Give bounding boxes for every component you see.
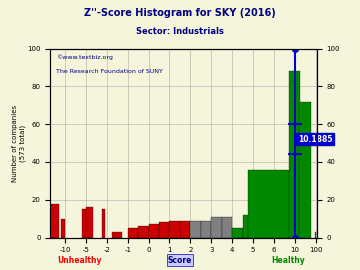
- Bar: [102, 209, 105, 238]
- Bar: [264, 213, 274, 238]
- Bar: [284, 213, 287, 238]
- Bar: [170, 221, 180, 238]
- Bar: [190, 221, 201, 238]
- Text: 10.1885: 10.1885: [298, 135, 332, 144]
- Text: Unhealthy: Unhealthy: [57, 256, 102, 265]
- Text: The Research Foundation of SUNY: The Research Foundation of SUNY: [56, 69, 163, 75]
- Bar: [112, 232, 122, 238]
- Bar: [300, 102, 311, 238]
- Bar: [138, 226, 149, 238]
- Bar: [82, 209, 86, 238]
- Y-axis label: Number of companies
(573 total): Number of companies (573 total): [12, 104, 26, 182]
- Bar: [86, 207, 93, 238]
- Bar: [315, 232, 316, 238]
- Bar: [282, 215, 284, 238]
- Bar: [201, 221, 211, 238]
- Bar: [50, 204, 59, 238]
- Bar: [159, 222, 170, 238]
- Bar: [61, 219, 65, 238]
- Bar: [289, 215, 292, 238]
- Bar: [232, 228, 243, 238]
- Bar: [289, 71, 300, 238]
- Bar: [243, 215, 253, 238]
- Bar: [222, 217, 232, 238]
- Text: Score: Score: [168, 256, 192, 265]
- Bar: [248, 170, 300, 238]
- Bar: [149, 224, 159, 238]
- Bar: [279, 217, 282, 238]
- Text: Sector: Industrials: Sector: Industrials: [136, 27, 224, 36]
- Bar: [180, 221, 190, 238]
- Bar: [292, 215, 295, 238]
- Text: ©www.textbiz.org: ©www.textbiz.org: [56, 54, 113, 60]
- Bar: [274, 215, 276, 238]
- Bar: [253, 219, 264, 238]
- Bar: [128, 228, 138, 238]
- Text: Z''-Score Histogram for SKY (2016): Z''-Score Histogram for SKY (2016): [84, 8, 276, 18]
- Bar: [211, 217, 222, 238]
- Text: Healthy: Healthy: [271, 256, 305, 265]
- Bar: [287, 215, 289, 238]
- Bar: [276, 215, 279, 238]
